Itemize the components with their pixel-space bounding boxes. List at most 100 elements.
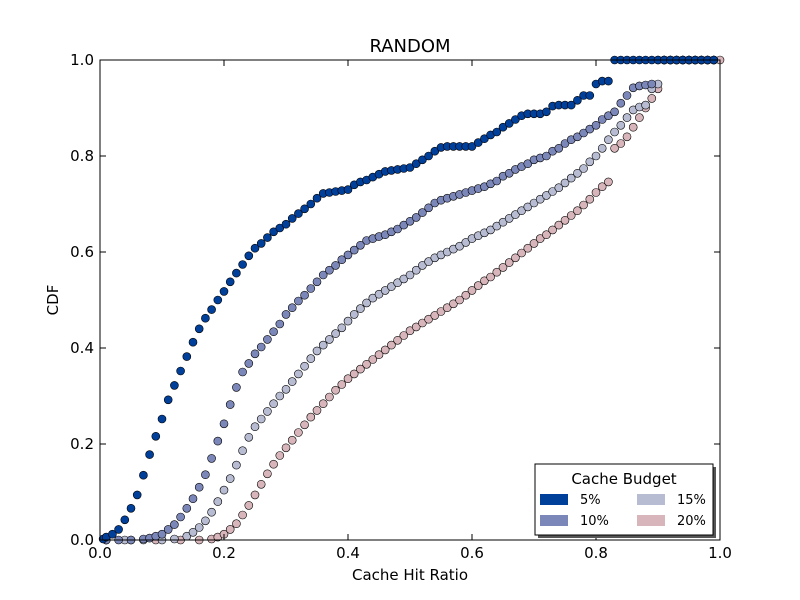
data-point	[418, 208, 427, 217]
data-point	[622, 91, 632, 100]
legend-swatch	[540, 515, 568, 526]
data-point	[287, 377, 297, 386]
series-15-pct	[101, 55, 719, 545]
x-tick-label: 0.8	[584, 544, 608, 562]
data-point	[176, 366, 185, 376]
data-point	[250, 490, 260, 500]
data-point	[498, 217, 508, 227]
y-tick-label: 0.0	[70, 531, 94, 549]
data-point	[387, 282, 396, 291]
data-point	[256, 479, 266, 489]
data-point	[250, 349, 260, 359]
data-point	[145, 450, 154, 459]
data-point	[263, 233, 272, 242]
data-point	[461, 238, 471, 247]
data-point	[182, 503, 192, 513]
data-point	[269, 459, 278, 469]
data-point	[610, 127, 619, 137]
data-point	[188, 337, 198, 347]
data-point	[622, 132, 632, 142]
data-point	[647, 79, 657, 89]
data-point	[579, 200, 588, 210]
data-points	[98, 55, 725, 545]
data-point	[436, 307, 446, 316]
data-point	[480, 134, 489, 143]
data-point	[244, 501, 254, 510]
data-point	[182, 352, 192, 361]
data-point	[405, 326, 415, 336]
data-point	[244, 359, 254, 368]
data-point	[442, 303, 452, 313]
data-point	[256, 342, 266, 352]
data-point	[331, 385, 340, 395]
data-point	[535, 194, 545, 204]
data-point	[225, 400, 235, 409]
data-point	[194, 523, 204, 532]
data-point	[238, 367, 247, 377]
data-point	[523, 159, 533, 168]
data-point	[207, 454, 216, 463]
legend-label: 5%	[580, 493, 601, 508]
data-point	[418, 155, 427, 165]
data-point	[201, 313, 210, 323]
data-point	[511, 253, 520, 263]
data-point	[467, 142, 477, 151]
data-point	[455, 295, 464, 305]
data-point	[560, 216, 570, 225]
data-point	[393, 335, 402, 345]
data-point	[486, 225, 495, 235]
data-point	[207, 507, 216, 517]
data-point	[306, 284, 316, 293]
data-point	[585, 157, 595, 167]
data-point	[213, 436, 223, 446]
data-point	[232, 519, 241, 529]
data-point	[356, 364, 365, 374]
data-point	[523, 243, 533, 253]
data-point	[263, 469, 272, 479]
data-point	[628, 122, 638, 132]
legend-entry: 10%	[540, 514, 609, 529]
data-point	[232, 460, 241, 470]
data-point	[616, 121, 626, 130]
data-point	[312, 193, 322, 203]
data-point	[287, 435, 297, 445]
data-point	[492, 127, 502, 137]
data-point	[573, 96, 582, 105]
data-point	[356, 241, 365, 250]
data-point	[411, 159, 421, 168]
data-point	[418, 261, 427, 270]
y-tick-label: 0.8	[70, 147, 94, 165]
data-point	[294, 296, 303, 306]
data-point	[405, 217, 415, 226]
data-point	[238, 510, 247, 520]
data-point	[306, 412, 316, 422]
data-point	[170, 534, 179, 544]
data-point	[573, 169, 582, 178]
data-point	[622, 113, 632, 122]
data-point	[213, 295, 223, 305]
data-point	[170, 381, 179, 390]
data-point	[238, 260, 247, 269]
legend-entry: 5%	[540, 493, 601, 508]
data-point	[250, 422, 260, 432]
data-point	[604, 111, 613, 120]
data-point	[585, 194, 595, 204]
data-point	[343, 316, 353, 326]
data-point	[287, 214, 297, 223]
data-point	[393, 278, 402, 288]
data-point	[300, 290, 309, 300]
data-point	[275, 223, 285, 233]
data-point	[399, 331, 409, 340]
data-point	[201, 516, 210, 526]
axis-ticks: 0.0 0.2 0.4 0.6 0.8 1.0 0.0 0.2 0.4 0.6 0.8 1.0	[70, 51, 732, 562]
data-point	[529, 239, 539, 248]
y-tick-label: 1.0	[70, 51, 94, 69]
data-point	[188, 494, 198, 504]
data-point	[368, 355, 378, 364]
data-point	[219, 287, 229, 296]
data-point	[542, 230, 551, 239]
data-point	[318, 399, 328, 409]
data-point	[294, 428, 303, 437]
data-point	[374, 350, 384, 360]
